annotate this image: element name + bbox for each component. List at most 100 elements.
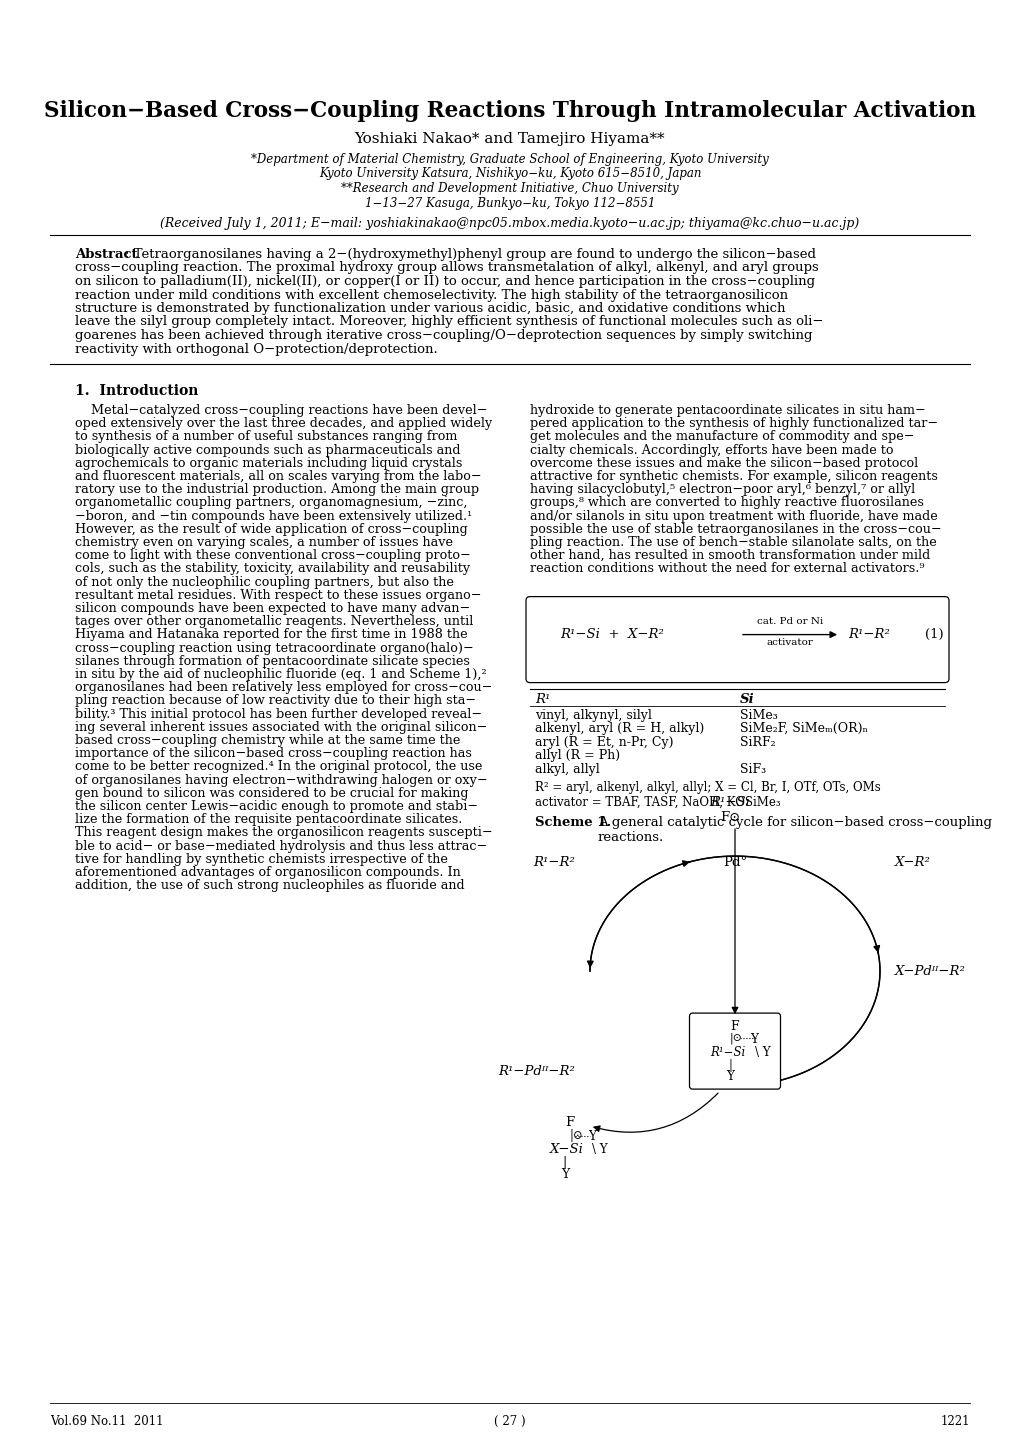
Text: \ Y: \ Y	[591, 1144, 607, 1156]
Text: silanes through formation of pentacoordinate silicate species: silanes through formation of pentacoordi…	[75, 655, 470, 668]
Text: come to be better recognized.⁴ In the original protocol, the use: come to be better recognized.⁴ In the or…	[75, 760, 482, 773]
Text: SiMe₃: SiMe₃	[739, 708, 777, 721]
Text: lize the formation of the requisite pentacoordinate silicates.: lize the formation of the requisite pent…	[75, 813, 462, 826]
Text: silicon compounds have been expected to have many advan−: silicon compounds have been expected to …	[75, 601, 470, 614]
Text: pling reaction. The use of bench−stable silanolate salts, on the: pling reaction. The use of bench−stable …	[530, 536, 935, 549]
Text: structure is demonstrated by functionalization under various acidic, basic, and : structure is demonstrated by functionali…	[75, 301, 785, 314]
Text: Y: Y	[749, 1032, 757, 1045]
Text: vinyl, alkynyl, silyl: vinyl, alkynyl, silyl	[535, 708, 651, 721]
Text: (Received July 1, 2011; E−mail: yoshiakinakao@npc05.mbox.media.kyoto−u.ac.jp; th: (Received July 1, 2011; E−mail: yoshiaki…	[160, 216, 859, 231]
Text: 1−13−27 Kasuga, Bunkyo−ku, Tokyo 112−8551: 1−13−27 Kasuga, Bunkyo−ku, Tokyo 112−855…	[365, 196, 654, 209]
Text: Silicon−Based Cross−Coupling Reactions Through Intramolecular Activation: Silicon−Based Cross−Coupling Reactions T…	[44, 99, 975, 123]
Text: in situ by the aid of nucleophilic fluoride (eq. 1 and Scheme 1),²: in situ by the aid of nucleophilic fluor…	[75, 668, 486, 681]
Text: ble to acid− or base−mediated hydrolysis and thus less attrac−: ble to acid− or base−mediated hydrolysis…	[75, 839, 487, 852]
Text: Hiyama and Hatanaka reported for the first time in 1988 the: Hiyama and Hatanaka reported for the fir…	[75, 629, 467, 642]
Text: to synthesis of a number of useful substances ranging from: to synthesis of a number of useful subst…	[75, 430, 457, 443]
Text: R¹−Pdᴵᴵ−R²: R¹−Pdᴵᴵ−R²	[497, 1064, 575, 1077]
Text: A general catalytic cycle for silicon−based cross−coupling: A general catalytic cycle for silicon−ba…	[597, 816, 991, 829]
Text: of organosilanes having electron−withdrawing halogen or oxy−: of organosilanes having electron−withdra…	[75, 773, 487, 786]
Text: *Department of Material Chemistry, Graduate School of Engineering, Kyoto Univers: *Department of Material Chemistry, Gradu…	[251, 153, 768, 166]
Text: reaction under mild conditions with excellent chemoselectivity. The high stabili: reaction under mild conditions with exce…	[75, 288, 788, 301]
Text: Y: Y	[726, 1070, 734, 1083]
Text: oped extensively over the last three decades, and applied widely: oped extensively over the last three dec…	[75, 417, 492, 430]
Text: possible the use of stable tetraorganosilanes in the cross−cou−: possible the use of stable tetraorganosi…	[530, 523, 941, 536]
Text: SiRF₂: SiRF₂	[739, 735, 774, 748]
Text: activator = TBAF, TASF, NaOH, KOSiMe₃: activator = TBAF, TASF, NaOH, KOSiMe₃	[535, 796, 780, 809]
Text: the silicon center Lewis−acidic enough to promote and stabi−: the silicon center Lewis−acidic enough t…	[75, 800, 478, 813]
Text: alkyl, allyl: alkyl, allyl	[535, 763, 599, 776]
Text: R¹−R²: R¹−R²	[533, 857, 575, 870]
Text: 1.  Introduction: 1. Introduction	[75, 384, 198, 398]
Text: X−Si: X−Si	[549, 1144, 583, 1156]
Text: pered application to the synthesis of highly functionalized tar−: pered application to the synthesis of hi…	[530, 417, 937, 430]
Text: leave the silyl group completely intact. Moreover, highly efficient synthesis of: leave the silyl group completely intact.…	[75, 316, 822, 329]
Text: alkenyl, aryl (R = H, alkyl): alkenyl, aryl (R = H, alkyl)	[535, 722, 703, 735]
Text: |: |	[562, 1156, 567, 1169]
Text: SiF₃: SiF₃	[739, 763, 765, 776]
Text: hydroxide to generate pentacoordinate silicates in situ ham−: hydroxide to generate pentacoordinate si…	[530, 404, 924, 417]
Text: SiMe₂F, SiMeₘ(OR)ₙ: SiMe₂F, SiMeₘ(OR)ₙ	[739, 722, 867, 735]
Text: |⊙: |⊙	[730, 1032, 742, 1044]
Text: allyl (R = Ph): allyl (R = Ph)	[535, 748, 620, 763]
Text: **Research and Development Initiative, Chuo University: **Research and Development Initiative, C…	[340, 182, 679, 195]
Text: overcome these issues and make the silicon−based protocol: overcome these issues and make the silic…	[530, 457, 917, 470]
Text: of not only the nucleophilic coupling partners, but also the: of not only the nucleophilic coupling pa…	[75, 575, 453, 588]
Text: R¹−R²: R¹−R²	[847, 629, 889, 642]
Text: Scheme 1.: Scheme 1.	[535, 816, 610, 829]
Text: F⊙: F⊙	[719, 810, 740, 823]
Text: and fluorescent materials, all on scales varying from the labo−: and fluorescent materials, all on scales…	[75, 470, 481, 483]
Text: cols, such as the stability, toxicity, availability and reusability: cols, such as the stability, toxicity, a…	[75, 562, 470, 575]
Text: chemistry even on varying scales, a number of issues have: chemistry even on varying scales, a numb…	[75, 536, 452, 549]
Text: −boron, and −tin compounds have been extensively utilized.¹: −boron, and −tin compounds have been ext…	[75, 509, 472, 522]
Text: attractive for synthetic chemists. For example, silicon reagents: attractive for synthetic chemists. For e…	[530, 470, 936, 483]
Text: on silicon to palladium(II), nickel(II), or copper(I or II) to occur, and hence : on silicon to palladium(II), nickel(II),…	[75, 275, 814, 288]
Text: importance of the silicon−based cross−coupling reaction has: importance of the silicon−based cross−co…	[75, 747, 472, 760]
Text: reactivity with orthogonal O−protection/deprotection.: reactivity with orthogonal O−protection/…	[75, 343, 437, 356]
Text: F: F	[565, 1116, 574, 1129]
Text: : Tetraorganosilanes having a 2−(hydroxymethyl)phenyl group are found to undergo: : Tetraorganosilanes having a 2−(hydroxy…	[125, 248, 815, 261]
Text: Y: Y	[587, 1131, 595, 1144]
Text: cat. Pd or Ni: cat. Pd or Ni	[756, 617, 822, 626]
Text: ( 27 ): ( 27 )	[493, 1415, 526, 1428]
Text: R² = aryl, alkenyl, alkyl, allyl; X = Cl, Br, I, OTf, OTs, OMs: R² = aryl, alkenyl, alkyl, allyl; X = Cl…	[535, 782, 879, 795]
Text: Y: Y	[560, 1168, 569, 1181]
Text: R¹: R¹	[535, 692, 550, 705]
Text: \ Y: \ Y	[754, 1045, 770, 1058]
Text: groups,⁸ which are converted to highly reactive fluorosilanes: groups,⁸ which are converted to highly r…	[530, 496, 923, 509]
Text: organometallic coupling partners, organomagnesium, −zinc,: organometallic coupling partners, organo…	[75, 496, 467, 509]
Text: X−Pdᴵᴵ−R²: X−Pdᴵᴵ−R²	[894, 965, 965, 978]
Text: resultant metal residues. With respect to these issues organo−: resultant metal residues. With respect t…	[75, 588, 481, 601]
Text: R¹−Si  +  X−R²: R¹−Si + X−R²	[559, 629, 663, 642]
Text: ratory use to the industrial production. Among the main group: ratory use to the industrial production.…	[75, 483, 479, 496]
Text: other hand, has resulted in smooth transformation under mild: other hand, has resulted in smooth trans…	[530, 549, 929, 562]
Text: cross−coupling reaction using tetracoordinate organo(halo)−: cross−coupling reaction using tetracoord…	[75, 642, 473, 655]
Text: goarenes has been achieved through iterative cross−coupling/O−deprotection seque: goarenes has been achieved through itera…	[75, 329, 812, 342]
Text: However, as the result of wide application of cross−coupling: However, as the result of wide applicati…	[75, 523, 468, 536]
Text: R¹−Si: R¹−Si	[709, 1045, 745, 1058]
Text: Kyoto University Katsura, Nishikyo−ku, Kyoto 615−8510, Japan: Kyoto University Katsura, Nishikyo−ku, K…	[318, 167, 701, 180]
Text: aryl (R = Et, n-Pr, Cy): aryl (R = Et, n-Pr, Cy)	[535, 735, 673, 748]
Text: get molecules and the manufacture of commodity and spe−: get molecules and the manufacture of com…	[530, 430, 913, 443]
Text: gen bound to silicon was considered to be crucial for making: gen bound to silicon was considered to b…	[75, 787, 468, 800]
Text: Yoshiaki Nakao* and Tamejiro Hiyama**: Yoshiaki Nakao* and Tamejiro Hiyama**	[355, 133, 664, 146]
Text: reaction conditions without the need for external activators.⁹: reaction conditions without the need for…	[530, 562, 923, 575]
Text: R¹−Si: R¹−Si	[709, 796, 749, 809]
Text: Abstract: Abstract	[75, 248, 138, 261]
Text: biologically active compounds such as pharmaceuticals and: biologically active compounds such as ph…	[75, 444, 460, 457]
FancyBboxPatch shape	[689, 1014, 780, 1089]
Text: activator: activator	[766, 639, 812, 647]
FancyBboxPatch shape	[526, 597, 948, 682]
Text: Vol.69 No.11  2011: Vol.69 No.11 2011	[50, 1415, 163, 1428]
Text: cross−coupling reaction. The proximal hydroxy group allows transmetalation of al: cross−coupling reaction. The proximal hy…	[75, 261, 818, 274]
Text: X−R²: X−R²	[894, 857, 930, 870]
Text: addition, the use of such strong nucleophiles as fluoride and: addition, the use of such strong nucleop…	[75, 880, 465, 893]
Text: come to light with these conventional cross−coupling proto−: come to light with these conventional cr…	[75, 549, 470, 562]
Text: aforementioned advantages of organosilicon compounds. In: aforementioned advantages of organosilic…	[75, 867, 461, 880]
Text: This reagent design makes the organosilicon reagents suscepti−: This reagent design makes the organosili…	[75, 826, 492, 839]
Text: pling reaction because of low reactivity due to their high sta−: pling reaction because of low reactivity…	[75, 695, 476, 708]
Text: tive for handling by synthetic chemists irrespective of the: tive for handling by synthetic chemists …	[75, 852, 447, 865]
Text: agrochemicals to organic materials including liquid crystals: agrochemicals to organic materials inclu…	[75, 457, 462, 470]
Text: 1221: 1221	[940, 1415, 969, 1428]
Text: |: |	[728, 1058, 732, 1071]
Text: bility.³ This initial protocol has been further developed reveal−: bility.³ This initial protocol has been …	[75, 708, 482, 721]
